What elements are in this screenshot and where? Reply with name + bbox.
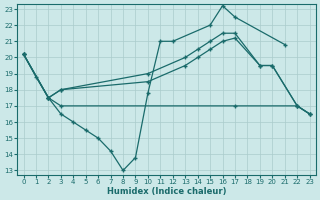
X-axis label: Humidex (Indice chaleur): Humidex (Indice chaleur) [107, 187, 226, 196]
